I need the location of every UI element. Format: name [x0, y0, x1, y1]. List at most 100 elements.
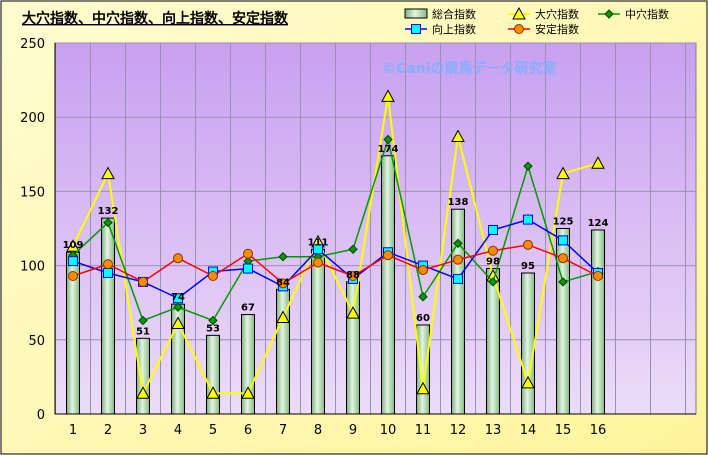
data-point — [138, 276, 148, 287]
legend-label: 向上指数 — [432, 22, 476, 36]
bar-data-label: 109 — [63, 240, 84, 251]
bar-data-label: 132 — [98, 206, 119, 217]
data-point — [68, 256, 78, 267]
legend-marker — [411, 24, 421, 34]
data-point — [348, 244, 358, 254]
bar — [136, 337, 150, 415]
legend-label: 総合指数 — [432, 7, 476, 21]
y-tick-label: 150 — [20, 185, 45, 200]
legend-marker — [512, 6, 526, 20]
x-tick-label: 2 — [104, 423, 112, 438]
x-tick-label: 6 — [244, 423, 252, 438]
data-point — [68, 270, 78, 281]
bar-data-label: 88 — [346, 270, 360, 281]
y-tick-label: 50 — [28, 334, 45, 349]
bar-data-label: 125 — [553, 217, 574, 228]
data-point — [523, 161, 533, 171]
x-tick-label: 13 — [485, 423, 502, 438]
bar-data-label: 138 — [448, 197, 469, 208]
x-tick-label: 7 — [279, 423, 287, 438]
x-tick-label: 9 — [349, 423, 357, 438]
data-point — [348, 270, 358, 281]
bar-data-label: 60 — [416, 313, 430, 324]
data-point — [136, 386, 150, 399]
data-point — [591, 156, 605, 169]
bar-data-label: 111 — [308, 237, 329, 248]
data-point — [103, 259, 113, 270]
data-point — [558, 253, 568, 264]
x-tick-label: 1 — [69, 423, 77, 438]
data-point — [276, 310, 290, 324]
x-tick-label: 14 — [520, 423, 537, 438]
data-point — [488, 277, 498, 287]
data-point — [453, 238, 463, 249]
legend-marker — [604, 9, 614, 19]
bar-data-label: 84 — [276, 277, 290, 288]
data-point — [173, 253, 183, 264]
data-point — [103, 268, 113, 279]
data-point — [346, 306, 360, 319]
data-point — [523, 239, 533, 250]
bar — [521, 272, 535, 415]
data-point — [418, 292, 428, 302]
data-point — [278, 278, 288, 289]
bar — [101, 217, 115, 415]
legend-marker — [514, 24, 524, 34]
data-point — [103, 217, 113, 228]
line-series-大穴指数 — [66, 89, 605, 399]
bar-data-label: 74 — [171, 292, 185, 303]
x-tick-label: 3 — [139, 423, 147, 438]
bar-data-label: 124 — [588, 218, 609, 229]
data-point — [558, 277, 568, 287]
x-tick-label: 5 — [209, 423, 217, 438]
plot-area — [54, 42, 697, 415]
data-point — [208, 315, 218, 326]
bar — [241, 314, 255, 415]
data-point — [278, 251, 288, 262]
x-tick-label: 4 — [174, 423, 182, 438]
bar-data-label: 67 — [241, 303, 255, 314]
bar-data-label: 51 — [136, 326, 150, 337]
line-series-安定指数 — [68, 239, 603, 289]
data-labels: 109 132 51 74 53 67 84 111 88 174 60 138 98 95 125 124 — [63, 144, 609, 338]
legend-label: 大穴指数 — [535, 7, 579, 21]
data-point — [138, 315, 148, 326]
x-tick-label: 16 — [590, 423, 607, 438]
data-point — [556, 166, 570, 180]
data-point — [558, 235, 568, 246]
data-point — [241, 386, 255, 399]
legend-item: 総合指数 — [404, 7, 476, 21]
x-tick-label: 10 — [380, 423, 397, 438]
data-point — [208, 270, 218, 281]
bar-data-label: 98 — [486, 257, 500, 268]
bar — [206, 334, 220, 415]
data-point — [523, 214, 533, 225]
x-tick-label: 11 — [415, 423, 432, 438]
x-tick-label: 12 — [450, 423, 467, 438]
data-point — [488, 224, 498, 235]
data-point — [313, 244, 323, 255]
data-point — [383, 250, 393, 261]
data-point — [451, 129, 465, 142]
data-point — [416, 381, 430, 395]
data-point — [418, 265, 428, 276]
data-point — [593, 270, 603, 281]
bar-data-label: 174 — [378, 144, 399, 155]
data-point — [381, 89, 395, 102]
data-point — [313, 257, 323, 268]
bar — [311, 248, 325, 415]
series-line — [72, 95, 599, 395]
line-series — [66, 89, 605, 399]
legend-item: 安定指数 — [508, 22, 579, 36]
data-point — [243, 248, 253, 259]
series-line — [72, 244, 599, 285]
legend-item: 向上指数 — [405, 22, 476, 36]
legend-swatch — [404, 8, 428, 19]
grid-lines — [55, 42, 696, 414]
data-point — [243, 263, 253, 274]
bar-data-label: 95 — [521, 261, 535, 272]
